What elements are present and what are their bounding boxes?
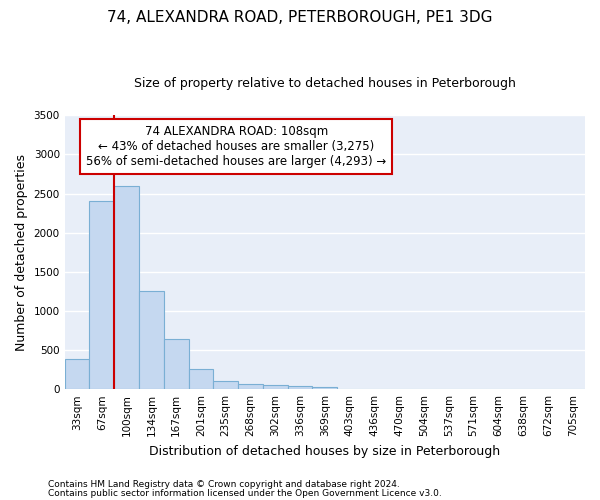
Bar (313, 387, 337, 389)
Bar (214, 382, 238, 389)
Title: Size of property relative to detached houses in Peterborough: Size of property relative to detached ho… (134, 78, 516, 90)
Bar (89, 202, 114, 389)
Text: Contains public sector information licensed under the Open Government Licence v3: Contains public sector information licen… (48, 488, 442, 498)
Bar (287, 386, 313, 389)
Bar (238, 384, 263, 389)
Y-axis label: Number of detached properties: Number of detached properties (15, 154, 28, 350)
Text: Contains HM Land Registry data © Crown copyright and database right 2024.: Contains HM Land Registry data © Crown c… (48, 480, 400, 489)
Bar (188, 369, 214, 389)
Bar (139, 292, 164, 389)
Text: 74 ALEXANDRA ROAD: 108sqm
← 43% of detached houses are smaller (3,275)
56% of se: 74 ALEXANDRA ROAD: 108sqm ← 43% of detac… (86, 125, 386, 168)
X-axis label: Distribution of detached houses by size in Peterborough: Distribution of detached houses by size … (149, 444, 500, 458)
Bar (114, 186, 139, 389)
Text: 74, ALEXANDRA ROAD, PETERBOROUGH, PE1 3DG: 74, ALEXANDRA ROAD, PETERBOROUGH, PE1 3D… (107, 10, 493, 25)
Bar (65, 358, 89, 389)
Bar (164, 339, 188, 389)
Bar (263, 385, 287, 389)
